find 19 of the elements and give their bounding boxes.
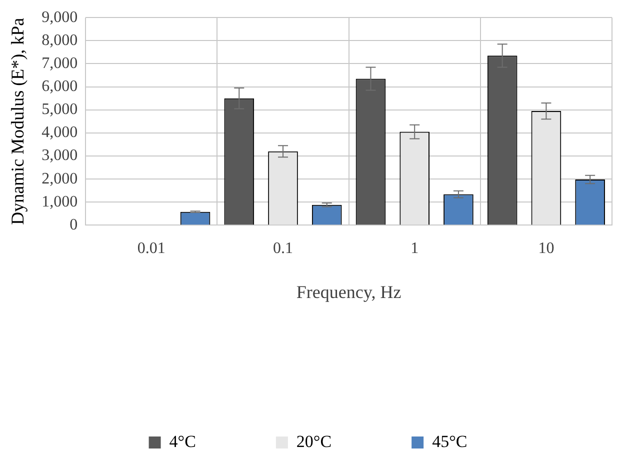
y-tick-label: 5,000 [42, 101, 78, 118]
x-axis-title: Frequency, Hz [296, 282, 402, 302]
y-tick-label: 6,000 [42, 78, 78, 96]
y-tick-label: 8,000 [42, 32, 78, 49]
y-axis-title: Dynamic Modulus (E*), kPa [8, 18, 28, 225]
x-tick-label: 0.1 [273, 240, 293, 258]
y-tick-label: 9,000 [42, 8, 78, 26]
x-tick-label: 10 [538, 240, 554, 258]
y-tick-label: 7,000 [42, 54, 78, 72]
legend-label: 20°C [296, 432, 332, 451]
y-tick-label: 0 [70, 216, 78, 234]
y-tick-label: 2,000 [42, 170, 78, 188]
y-tick-label: 1,000 [42, 193, 78, 210]
legend-label: 4°C [169, 432, 196, 451]
legend-label: 45°C [432, 432, 468, 451]
x-tick-label: 1 [410, 240, 419, 258]
y-tick-label: 3,000 [42, 147, 78, 164]
x-tick-label: 0.01 [137, 240, 166, 258]
y-tick-label: 4,000 [42, 124, 78, 142]
